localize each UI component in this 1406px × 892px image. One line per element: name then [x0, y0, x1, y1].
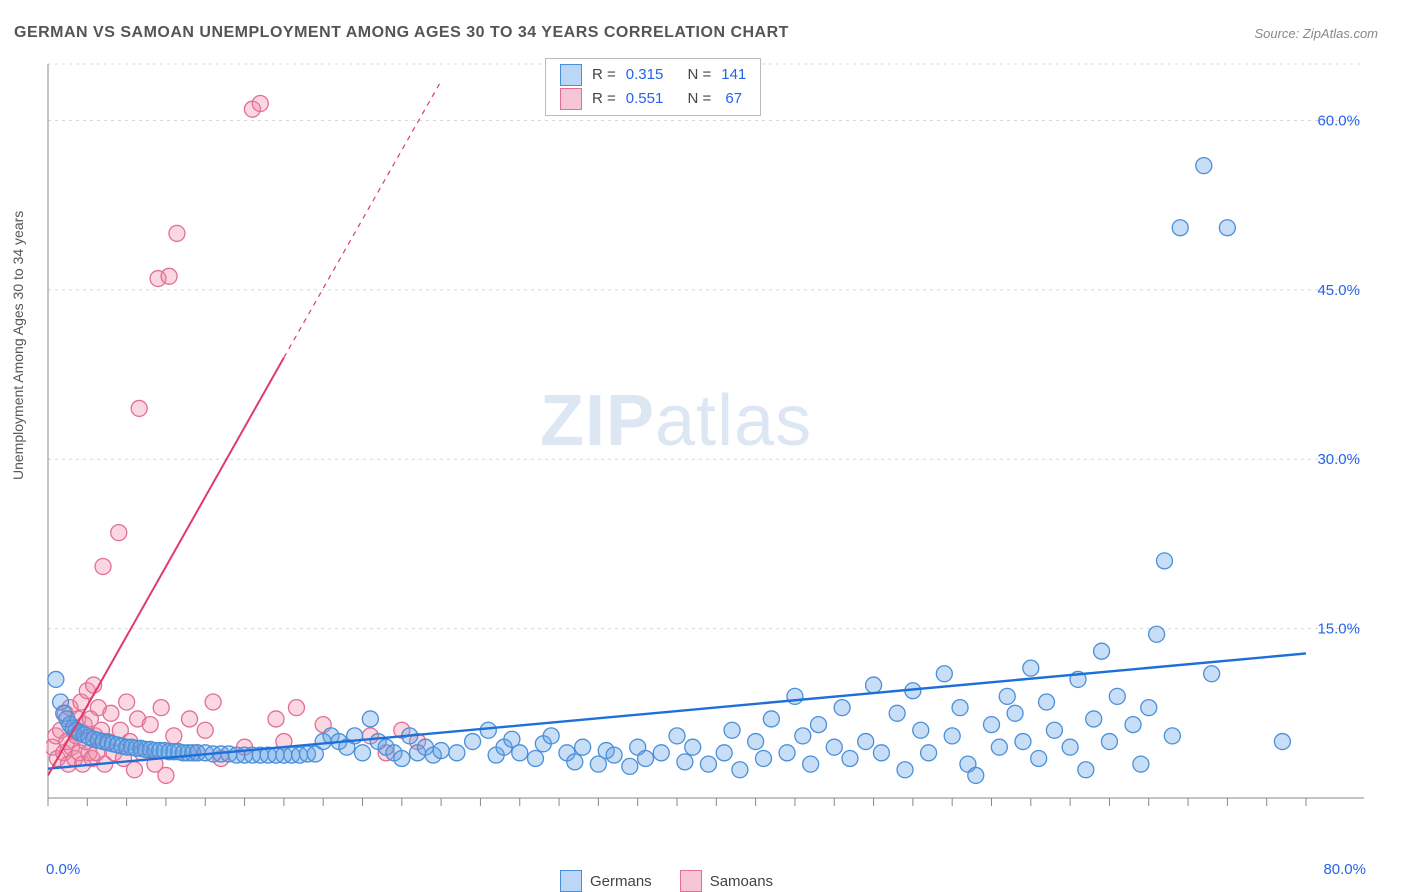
- svg-text:60.0%: 60.0%: [1317, 112, 1360, 129]
- x-axis-min-label: 0.0%: [46, 861, 80, 878]
- legend-swatch-samoans: [680, 870, 702, 892]
- r-value-samoans: 0.551: [626, 87, 664, 111]
- r-value-germans: 0.315: [626, 63, 664, 87]
- r-label: R =: [592, 63, 616, 87]
- x-axis-max-label: 80.0%: [1323, 861, 1366, 878]
- svg-text:15.0%: 15.0%: [1317, 621, 1360, 638]
- plot-area: 15.0% 30.0% 45.0% 60.0%: [46, 58, 1366, 838]
- n-value-germans: 141: [721, 63, 746, 87]
- stats-row-samoans: R = 0.551 N = 67: [560, 87, 746, 111]
- swatch-samoans: [560, 88, 582, 110]
- y-axis-label: Unemployment Among Ages 30 to 34 years: [10, 211, 26, 480]
- n-label: N =: [687, 63, 711, 87]
- chart-title: GERMAN VS SAMOAN UNEMPLOYMENT AMONG AGES…: [14, 24, 789, 42]
- swatch-germans: [560, 64, 582, 86]
- legend-item-germans: Germans: [560, 870, 652, 892]
- stats-legend-box: R = 0.315 N = 141 R = 0.551 N = 67: [545, 58, 761, 116]
- scatter-chart: 15.0% 30.0% 45.0% 60.0%: [46, 58, 1366, 838]
- r-label: R =: [592, 87, 616, 111]
- svg-text:30.0%: 30.0%: [1317, 451, 1360, 468]
- stats-row-germans: R = 0.315 N = 141: [560, 63, 746, 87]
- n-value-samoans: 67: [721, 87, 742, 111]
- legend-label-samoans: Samoans: [710, 873, 773, 890]
- source-attribution: Source: ZipAtlas.com: [1254, 26, 1378, 41]
- legend-item-samoans: Samoans: [680, 870, 773, 892]
- legend-label-germans: Germans: [590, 873, 652, 890]
- n-label: N =: [687, 87, 711, 111]
- legend-swatch-germans: [560, 870, 582, 892]
- svg-text:45.0%: 45.0%: [1317, 282, 1360, 299]
- bottom-legend: Germans Samoans: [560, 870, 773, 892]
